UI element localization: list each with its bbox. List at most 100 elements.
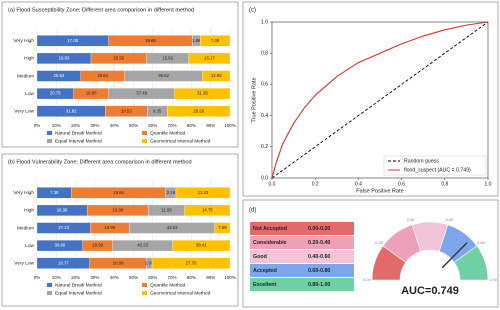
value-label: 1.86 [192,38,201,43]
x-tick-label: 10% [52,275,61,280]
legend-label: Equal Interval Method [55,290,102,296]
value-label: 7.09 [211,38,220,43]
value-label: 19.53 [121,108,132,113]
bar-segment [214,222,231,234]
value-label: 11.95 [161,208,172,213]
value-label: 36.52 [158,73,169,78]
y-tick-label: 1.0 [261,19,268,25]
y-tick-label: Very Low [14,108,34,114]
legend-category: Good [253,254,267,260]
value-label: 9.35 [153,108,162,113]
x-tick-label: 60% [148,123,157,128]
legend-swatch [47,283,52,287]
x-tick-label: 0% [34,123,41,128]
legend-swatch [47,291,52,295]
legend-label: Random guess [404,158,439,164]
bar-segment [167,105,231,117]
line-series [271,21,489,179]
x-tick-label: 60% [148,275,157,280]
panel-a-frame [1,1,239,148]
value-label: 20.53 [53,73,64,78]
x-tick-label: 30% [90,123,99,128]
value-label: 15.17 [204,56,215,61]
value-label: 29.26 [193,108,204,113]
x-tick-label: 1.0 [485,181,492,187]
x-tick-label: 0.0 [269,181,276,187]
value-label: 2.00 [145,260,154,265]
legend-swatch [47,131,52,135]
y-tick-label: High [24,208,34,214]
legend-category: Not Accepted [253,226,287,232]
y-tick-label: Very High [13,38,34,44]
y-tick-label: 0.4 [261,113,268,119]
panel-d-frame [242,199,499,308]
value-label: 19.99 [92,243,103,248]
x-tick-label: 100% [224,123,236,128]
y-axis-title: True Positive Rate [251,77,257,122]
bar-segment [188,52,231,65]
x-tick-label: 70% [168,123,177,128]
panel-b-frame [1,153,239,307]
legend-row [250,236,354,249]
plot-frame [271,21,489,179]
gauge-value-label: AUC=0.749 [401,285,459,297]
value-label: 31.35 [197,91,208,96]
x-tick-label: 0.2 [312,181,319,187]
legend-label: Quantile Method [150,282,186,288]
value-label: 11.43 [198,190,209,195]
y-tick-label: Very Low [14,260,34,266]
legend-label: Equal Interval Method [55,138,102,144]
legend-row [250,250,354,263]
panel-label: (d) [249,208,256,214]
legend-row [250,264,354,277]
value-label: 43.63 [167,225,178,230]
gauge-tick-label: 1.00 [489,277,498,282]
legend-swatch [47,139,52,143]
legend-label: flood_suspect (AUC = 0.749) [404,167,471,173]
x-tick-label: 40% [110,275,119,280]
value-label: 12.92 [211,73,222,78]
gauge-needle [441,242,468,268]
bar-segment [172,239,231,252]
value-label: 17.00 [67,38,78,43]
x-tick-label: 80% [187,123,196,128]
value-label: 31.82 [66,108,77,113]
x-tick-label: 70% [168,275,177,280]
value-label: 30.66 [55,243,66,248]
bar-segment [199,35,231,47]
y-tick-label: 0.8 [261,51,268,57]
x-tick-label: 80% [187,275,196,280]
value-label: 20.09 [113,260,124,265]
y-tick-label: 0.2 [261,144,268,150]
legend-range: 0.20-0.40 [308,240,330,246]
value-label: 38.41 [196,243,207,248]
value-label: 19.94 [113,190,124,195]
value-label: 19.99 [112,208,123,213]
x-tick-label: 10% [52,123,61,128]
value-label: 2.19 [167,190,176,195]
bar-segment [175,187,231,199]
value-label: 18.77 [58,260,69,265]
bar-segment [174,87,231,100]
value-label: 19.93 [59,56,70,61]
value-label: 40.23 [137,243,148,248]
value-label: 7.30 [50,190,59,195]
panel-label: (c) [249,8,256,14]
gauge-tick-label: 0.40 [407,217,416,222]
legend-range: 0.80-1.00 [308,282,330,288]
x-tick-label: 40% [110,123,119,128]
panel-c-frame [242,1,499,197]
gauge-tick-label: 0.80 [477,240,486,245]
y-tick-label: Medium [17,73,34,79]
legend-label: Quantile Method [150,130,186,136]
value-label: 7.69 [218,225,227,230]
legend-row [250,278,354,291]
value-label: 20.50 [113,56,124,61]
gauge-tick-label: 0.60 [446,217,455,222]
value-label: 19.88 [145,38,156,43]
legend-range: 0.40-0.60 [308,254,330,260]
x-tick-label: 0% [34,275,41,280]
x-axis-title: False Positive Rate [356,188,403,194]
chart-title: (b) Flood Vulnerability Zone: Different … [8,159,192,165]
